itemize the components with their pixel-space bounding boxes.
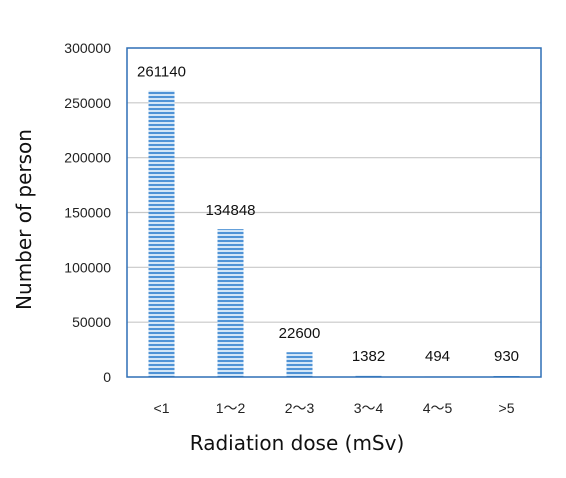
data-label: 22600: [279, 325, 321, 342]
y-tick-label: 100000: [64, 259, 111, 275]
x-axis-ticks: <1 1～2 2～3 3～4 4～5 >5: [154, 400, 515, 416]
data-labels: 261140 134848 22600 1382 494 930: [137, 64, 519, 365]
bar: [148, 90, 175, 378]
x-tick-label: 4～5: [423, 400, 453, 416]
y-axis-ticks: 0 50000 100000 150000 200000 250000 300000: [64, 40, 111, 385]
x-tick-label: <1: [154, 400, 170, 416]
y-tick-label: 250000: [64, 95, 111, 111]
bar: [286, 352, 313, 377]
y-tick-label: 300000: [64, 40, 111, 56]
x-tick-label: >5: [499, 400, 515, 416]
y-tick-label: 0: [103, 369, 111, 385]
y-tick-label: 50000: [72, 314, 111, 330]
gridlines: [127, 102, 541, 323]
x-tick-label: 3～4: [354, 400, 384, 416]
data-label: 261140: [137, 64, 186, 81]
data-label: 134848: [205, 202, 255, 219]
bars: [148, 90, 520, 378]
y-axis-title: Number of person: [12, 129, 36, 310]
x-tick-label: 2～3: [285, 400, 315, 416]
y-tick-label: 200000: [64, 150, 111, 166]
data-label: 494: [425, 348, 450, 365]
plot-area-frame: [126, 47, 542, 378]
x-tick-label: 1～2: [216, 400, 246, 416]
data-label: 930: [494, 348, 519, 365]
data-label: 1382: [352, 348, 385, 365]
x-axis-title: Radiation dose (mSv): [190, 431, 405, 455]
y-tick-label: 150000: [64, 205, 111, 221]
bar: [217, 229, 244, 377]
bar: [355, 375, 382, 377]
